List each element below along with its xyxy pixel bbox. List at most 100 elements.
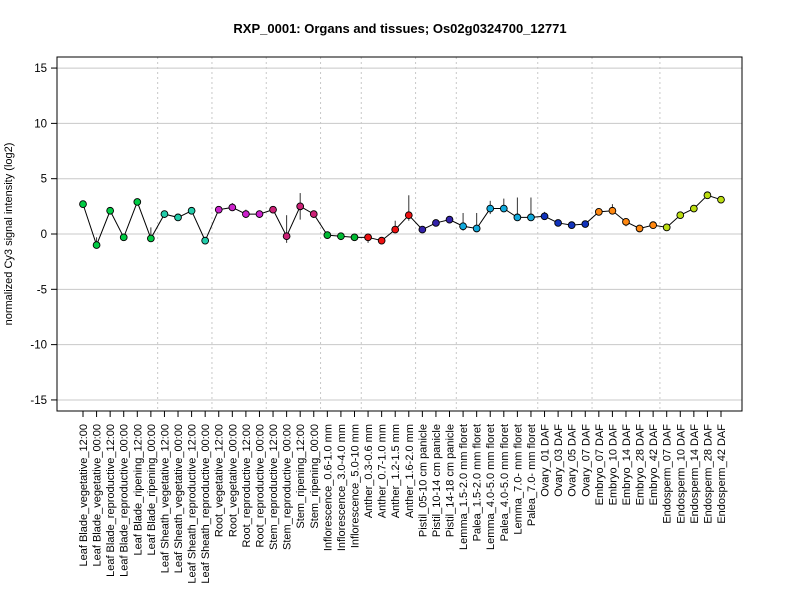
x-tick-label: Anther_1.2-1.5 mm bbox=[390, 424, 402, 518]
y-tick-label: 15 bbox=[34, 63, 47, 75]
x-tick-label: Endosperm_10 DAF bbox=[675, 424, 687, 524]
x-tick-label: Leaf Sheath_vegetative_00:00 bbox=[173, 424, 185, 573]
x-tick-label: Leaf Blade_reproductive_12:00 bbox=[105, 424, 117, 577]
x-tick-label: Stem_reproductive_00:00 bbox=[282, 424, 294, 550]
data-point bbox=[486, 204, 495, 213]
x-tick-label: Leaf Sheath_vegetative_12:00 bbox=[159, 424, 171, 573]
data-point bbox=[472, 224, 481, 233]
x-tick-label: Ovary_05 DAF bbox=[567, 424, 579, 497]
data-point bbox=[662, 223, 671, 232]
data-point bbox=[499, 204, 508, 213]
data-point bbox=[228, 203, 237, 212]
x-tick-label: Stem_ripening_12:00 bbox=[295, 424, 307, 529]
data-point bbox=[676, 211, 685, 220]
x-tick-label: Lemma_4.0-5.0 mm floret bbox=[485, 424, 497, 550]
data-point bbox=[106, 206, 114, 215]
x-tick-label: Ovary_01 DAF bbox=[540, 424, 552, 497]
x-tick-label: Root_reproductive_00:00 bbox=[254, 424, 266, 548]
x-tick-label: Endosperm_42 DAF bbox=[716, 424, 728, 524]
y-axis-label: normalized Cy3 signal intensity (log2) bbox=[3, 143, 15, 326]
x-tick-label: Leaf Blade_ripening_00:00 bbox=[146, 424, 158, 556]
data-point bbox=[717, 195, 725, 204]
data-point bbox=[459, 222, 467, 231]
x-tick-label: Root_reproductive_12:00 bbox=[241, 424, 253, 548]
data-point bbox=[418, 225, 427, 234]
data-point bbox=[269, 205, 277, 214]
x-tick-label: Pistil_14-18 cm panicle bbox=[445, 424, 457, 537]
x-tick-label: Endosperm_28 DAF bbox=[702, 424, 714, 524]
x-tick-label: Leaf Blade_reproductive_00:00 bbox=[119, 424, 131, 577]
y-tick-label: -10 bbox=[30, 340, 47, 352]
data-point bbox=[147, 234, 155, 243]
x-tick-label: Embryo_42 DAF bbox=[648, 424, 660, 506]
x-tick-label: Pistil_05-10 cm panicle bbox=[417, 424, 429, 537]
data-point bbox=[432, 219, 440, 227]
y-tick-label: -15 bbox=[30, 395, 47, 407]
x-tick-label: Leaf Blade_ripening_12:00 bbox=[132, 424, 144, 556]
data-point bbox=[649, 221, 657, 230]
x-tick-label: Inflorescence_5.0-10 mm bbox=[349, 424, 361, 548]
data-point bbox=[594, 208, 603, 216]
data-point bbox=[255, 210, 264, 218]
x-tick-label: Embryo_10 DAF bbox=[607, 424, 619, 506]
data-point bbox=[404, 211, 413, 220]
x-axis: Leaf Blade_vegetative_12:00 Leaf Blade_ve… bbox=[78, 410, 728, 584]
x-tick-label: Lemma_1.5-2.0 mm floret bbox=[458, 424, 470, 550]
data-point bbox=[282, 232, 291, 241]
group-separators bbox=[157, 57, 661, 411]
data-point bbox=[92, 241, 101, 249]
x-tick-label: Inflorescence_0.6-1.0 mm bbox=[322, 424, 334, 551]
data-point bbox=[214, 205, 223, 214]
data-point bbox=[635, 224, 644, 233]
data-point bbox=[201, 236, 210, 245]
x-tick-label: Leaf Blade_vegetative_12:00 bbox=[78, 424, 90, 567]
data-point bbox=[309, 210, 318, 218]
data-point bbox=[581, 220, 590, 228]
x-tick-label: Endosperm_07 DAF bbox=[662, 424, 674, 524]
y-tick-label: 5 bbox=[41, 174, 47, 186]
x-tick-label: Anther_0.7-1.0 mm bbox=[377, 424, 389, 518]
data-point bbox=[391, 225, 400, 234]
data-point bbox=[133, 198, 142, 206]
data-point bbox=[377, 236, 386, 245]
data-point bbox=[160, 210, 169, 218]
data-point bbox=[296, 202, 305, 211]
error-bars bbox=[96, 191, 708, 243]
data-point bbox=[554, 219, 562, 227]
data-point bbox=[187, 206, 196, 215]
data-point bbox=[622, 217, 630, 226]
y-tick-label: 0 bbox=[41, 229, 47, 241]
x-tick-label: Ovary_07 DAF bbox=[580, 424, 592, 497]
data-point bbox=[567, 221, 576, 230]
data-point bbox=[445, 215, 454, 224]
data-point bbox=[323, 231, 332, 239]
x-tick-label: Stem_ripening_00:00 bbox=[309, 424, 321, 529]
x-tick-label: Palea_7.0- mm floret bbox=[526, 424, 538, 526]
data-point bbox=[350, 233, 359, 242]
y-tick-label: 10 bbox=[34, 118, 47, 130]
data-point bbox=[79, 200, 87, 208]
data-point bbox=[703, 191, 712, 200]
x-tick-label: Inflorescence_3.0-4.0 mm bbox=[336, 424, 348, 551]
data-point bbox=[527, 213, 535, 222]
data-point bbox=[608, 206, 617, 215]
data-point bbox=[540, 212, 549, 221]
x-tick-label: Leaf Sheath_reproductive_12:00 bbox=[187, 424, 199, 584]
x-tick-label: Anther_1.6-2.0 mm bbox=[404, 424, 416, 518]
y-axis: -15 -10 -5 0 5 10 15 bbox=[30, 63, 57, 407]
x-tick-label: Leaf Sheath_reproductive_00:00 bbox=[200, 424, 212, 584]
x-tick-label: Ovary_03 DAF bbox=[553, 424, 565, 497]
data-point bbox=[364, 233, 372, 242]
x-tick-label: Anther_0.3-0.6 mm bbox=[363, 424, 375, 518]
x-tick-label: Palea_4.0-5.0 mm floret bbox=[499, 424, 511, 541]
x-tick-label: Embryo_07 DAF bbox=[594, 424, 606, 506]
chart-title: RXP_0001: Organs and tissues; Os02g03247… bbox=[233, 21, 566, 36]
data-point bbox=[513, 213, 522, 222]
y-tick-label: -5 bbox=[37, 284, 47, 296]
x-tick-label: Palea_1.5-2.0 mm floret bbox=[472, 424, 484, 541]
x-tick-label: Root_vegetative_12:00 bbox=[214, 424, 226, 537]
data-point bbox=[690, 204, 698, 213]
x-tick-label: Embryo_28 DAF bbox=[635, 424, 647, 506]
x-tick-label: Root_vegetative_00:00 bbox=[227, 424, 239, 537]
